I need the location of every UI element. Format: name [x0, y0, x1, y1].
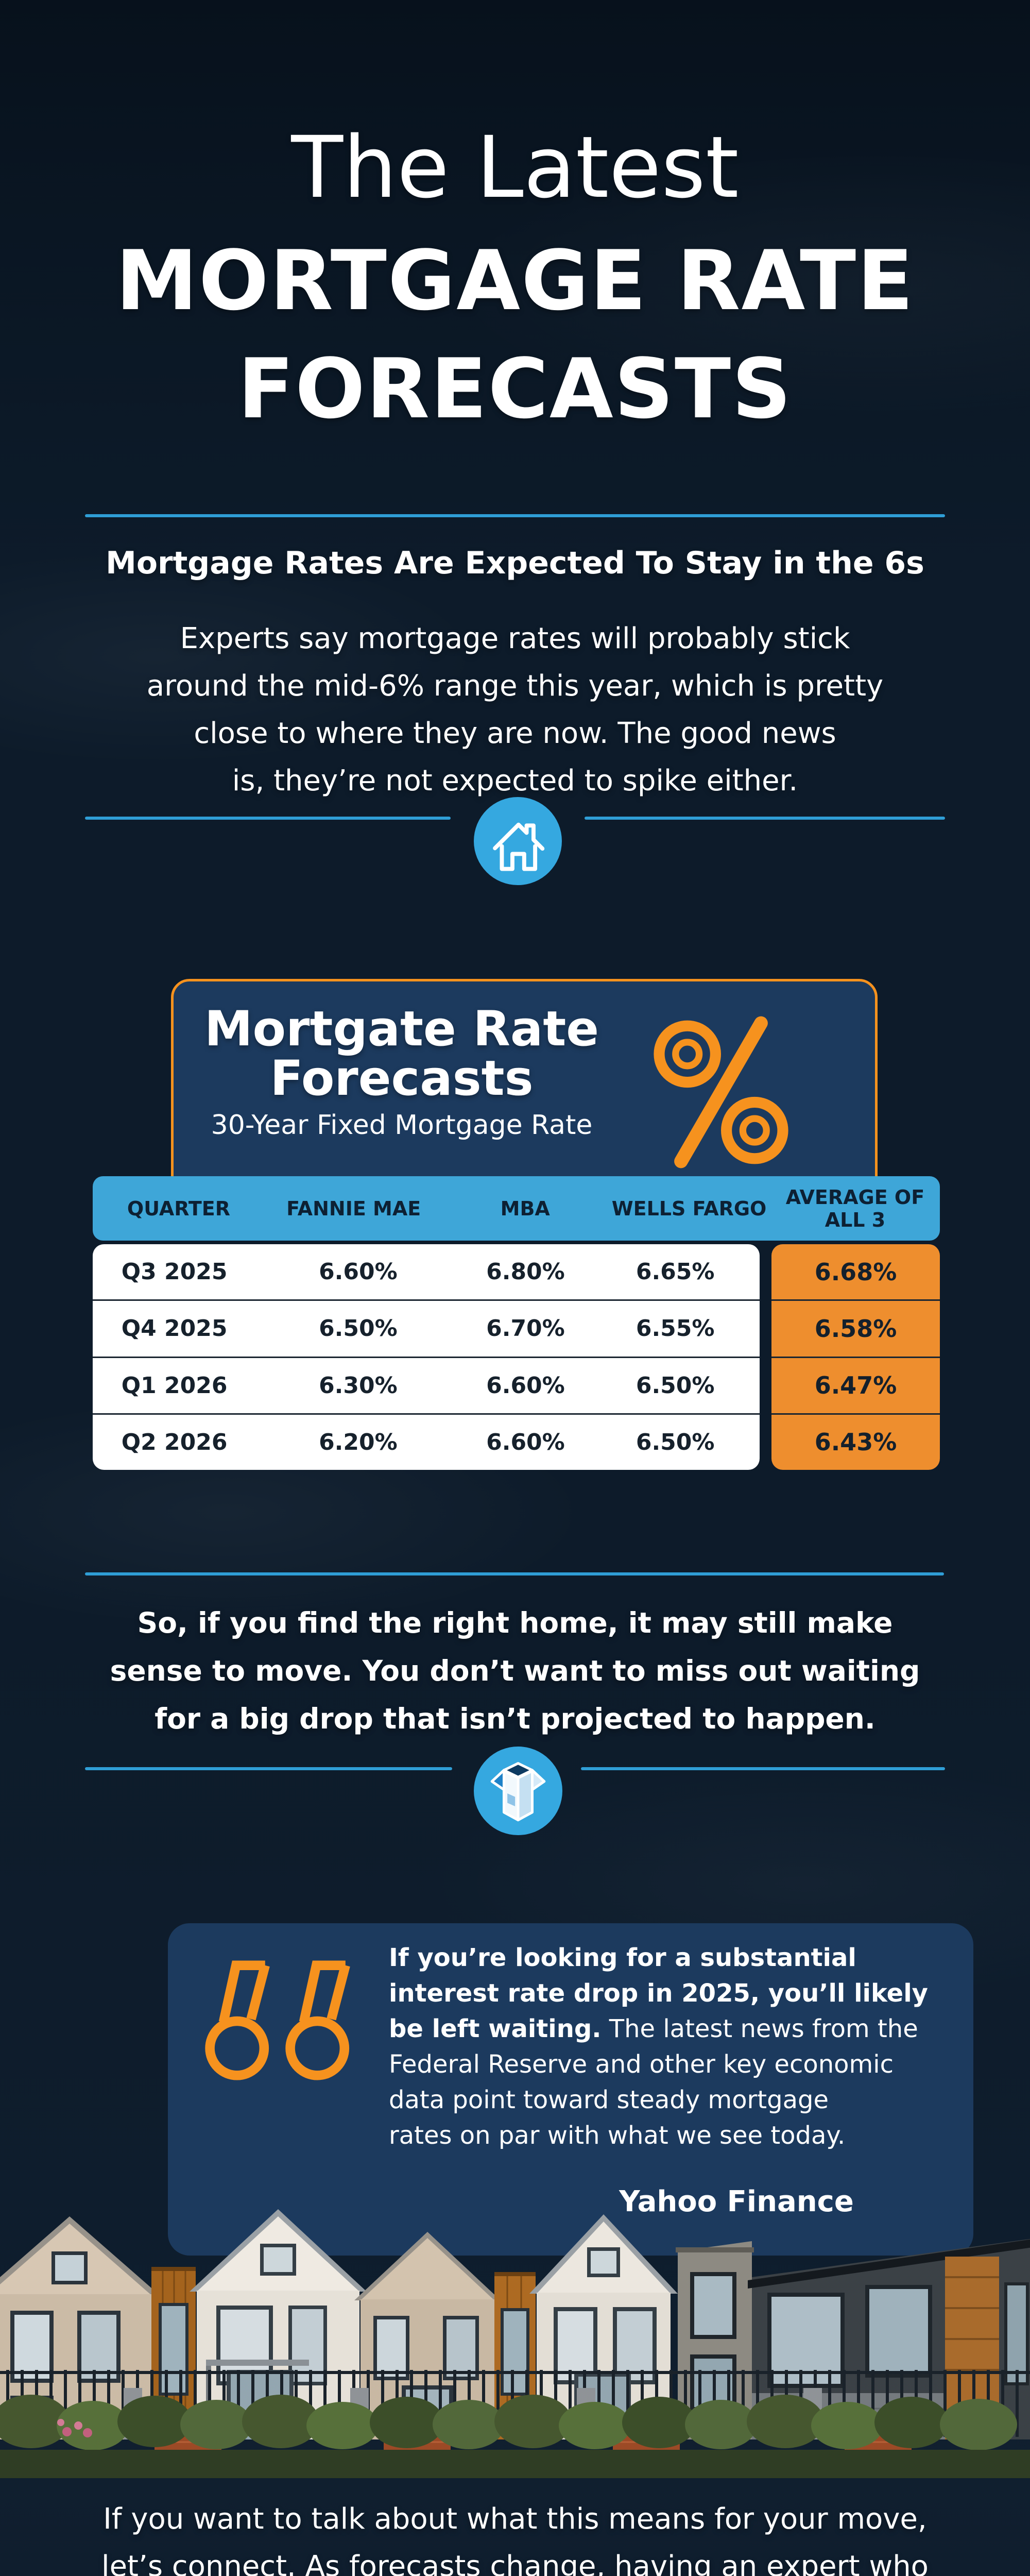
average-cell: 6.43%: [771, 1413, 940, 1470]
table-cell: 6.50%: [319, 1315, 398, 1342]
quote-line: be left waiting. The latest news from th…: [389, 2014, 918, 2043]
table-body: Q3 2025 6.60% 6.80% 6.65% Q4 2025 6.50% 6.70% 6…: [93, 1244, 760, 1470]
quote-line: If you’re looking for a substantial: [389, 1943, 856, 1972]
average-cell: 6.68%: [814, 1258, 897, 1286]
divider-line: [85, 1767, 452, 1770]
column-header: WELLS FARGO: [611, 1197, 767, 1220]
average-cell: 6.47%: [771, 1356, 940, 1413]
card-subtitle: 30-Year Fixed Mortgage Rate: [211, 1110, 593, 1141]
text-line: So, if you find the right home, it may s…: [137, 1606, 893, 1639]
section-heading: Mortgage Rates Are Expected To Stay in t…: [106, 545, 924, 581]
house-icon: [492, 822, 544, 871]
table-row: Q3 2025 6.60% 6.80% 6.65%: [93, 1244, 760, 1299]
table-cell: 6.65%: [636, 1259, 715, 1285]
table-cell: 6.50%: [636, 1429, 715, 1455]
quotation-marks-icon: [205, 1960, 350, 2080]
page-title-line-1: The Latest: [291, 118, 739, 217]
table-header-row: QUARTER FANNIE MAE MBA WELLS FARGO AVERAGE O…: [93, 1176, 940, 1241]
table-cell: 6.80%: [486, 1259, 565, 1285]
text-line: for a big drop that isn’t projected to h…: [154, 1702, 876, 1735]
quote-card: [168, 1923, 973, 2256]
column-header: AVERAGE OF ALL 3: [785, 1185, 925, 1231]
moving-box-icon: [490, 1762, 546, 1822]
intro-paragraph: Experts say mortgage rates will probably…: [62, 615, 968, 805]
houses-photo: [0, 2209, 1030, 2478]
quote-text: If you’re looking for a substantial inter…: [389, 1940, 986, 2154]
average-cell: 6.58%: [771, 1299, 940, 1356]
average-column: 6.68% 6.58% 6.47% 6.43%: [771, 1244, 940, 1470]
table-cell: 6.50%: [636, 1372, 715, 1399]
closing-paragraph: If you want to talk about what this mean…: [62, 2496, 968, 2576]
page-title-line-2: MORTGAGE RATE: [115, 232, 915, 329]
table-row: Q2 2026 6.20% 6.60% 6.50%: [93, 1413, 760, 1470]
divider-line: [85, 1572, 944, 1575]
divider-line: [85, 514, 945, 517]
column-header: QUARTER: [127, 1197, 230, 1220]
table-cell: Q2 2026: [121, 1429, 228, 1455]
moving-box-badge: [474, 1747, 562, 1835]
quote-line: rates on par with what we see today.: [389, 2121, 846, 2150]
table-cell: 6.60%: [486, 1372, 565, 1399]
quote-line: data point toward steady mortgage: [389, 2086, 829, 2114]
table-cell: 6.30%: [319, 1372, 398, 1399]
column-header: FANNIE MAE: [286, 1197, 421, 1220]
page-title-line-3: FORECASTS: [237, 341, 793, 437]
percent-icon: [654, 1016, 788, 1168]
table-cell: 6.60%: [486, 1429, 565, 1455]
text-line: let’s connect. As forecasts change, havi…: [101, 2550, 929, 2576]
column-header: MBA: [500, 1197, 550, 1220]
card-title-line-1: Mortgate Rate: [204, 1001, 599, 1057]
table-cell: 6.70%: [486, 1315, 565, 1342]
table-cell: Q4 2025: [121, 1315, 228, 1342]
quote-line: interest rate drop in 2025, you’ll likel…: [389, 1979, 928, 2008]
house-badge: [474, 797, 562, 885]
table-cell: 6.20%: [319, 1429, 398, 1455]
divider-line: [85, 817, 451, 820]
quote-line: Federal Reserve and other key economic: [389, 2050, 894, 2079]
text-line: Experts say mortgage rates will probably…: [180, 622, 850, 655]
text-line: If you want to talk about what this mean…: [103, 2502, 927, 2536]
table-cell: 6.55%: [636, 1315, 715, 1342]
text-line: close to where they are now. The good ne…: [194, 717, 836, 750]
quote-attribution: Yahoo Finance: [619, 2185, 854, 2218]
text-line: sense to move. You don’t want to miss ou…: [110, 1654, 920, 1687]
table-cell: 6.60%: [319, 1259, 398, 1285]
advice-paragraph: So, if you find the right home, it may s…: [62, 1599, 968, 1743]
table-row: Q4 2025 6.50% 6.70% 6.55%: [93, 1299, 760, 1356]
card-title-line-2: Forecasts: [270, 1050, 534, 1107]
divider-line: [585, 817, 945, 820]
table-cell: Q3 2025: [121, 1259, 228, 1285]
text-line: around the mid-6% range this year, which…: [146, 669, 884, 703]
divider-line: [581, 1767, 945, 1770]
table-row: Q1 2026 6.30% 6.60% 6.50%: [93, 1356, 760, 1413]
text-line: is, they’re not expected to spike either…: [232, 764, 798, 798]
table-cell: Q1 2026: [121, 1372, 228, 1399]
